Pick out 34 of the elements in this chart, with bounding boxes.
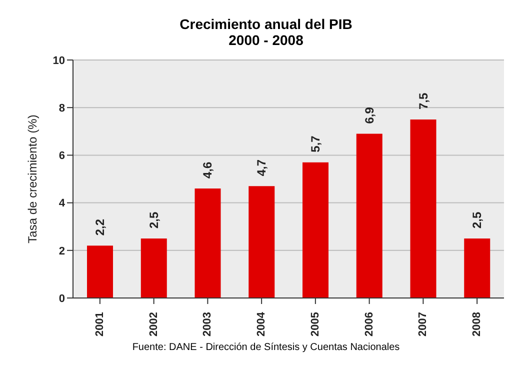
data-label: 2,5 (146, 211, 161, 228)
bar (140, 238, 167, 298)
x-tick-label: 2006 (363, 312, 376, 336)
y-axis-title: Tasa de crecimiento (%) (25, 114, 40, 244)
chart-subtitle: 2000 - 2008 (228, 32, 304, 48)
y-tick-label: 10 (52, 54, 65, 67)
x-tick-label: 2008 (471, 312, 484, 336)
y-tick-label: 8 (58, 102, 65, 115)
bar (410, 120, 436, 298)
x-tick-label: 2001 (94, 312, 106, 336)
chart-title: Crecimiento anual del PIB (178, 16, 354, 32)
source-note: Fuente: DANE - Dirección de Síntesis y Cuentas Nacionales (131, 342, 401, 353)
y-tick-label: 0 (58, 292, 65, 305)
x-tick-label: 2004 (256, 311, 268, 336)
bar (87, 246, 113, 298)
bar (356, 134, 382, 298)
bar (302, 162, 328, 298)
data-label: 2,2 (93, 218, 107, 236)
x-tick-label: 2002 (148, 312, 160, 336)
data-label: 6,9 (362, 106, 376, 124)
x-tick-label: 2007 (417, 312, 430, 336)
data-label: 4,7 (254, 159, 269, 176)
y-tick-label: 4 (58, 198, 66, 210)
x-tick-label: 2003 (202, 312, 214, 336)
bar (464, 238, 490, 298)
data-label: 7,5 (416, 92, 430, 110)
data-label: 4,6 (200, 162, 215, 179)
y-tick-label: 2 (58, 245, 65, 258)
data-label: 2,5 (470, 211, 484, 228)
bar (248, 186, 275, 298)
y-tick-label: 6 (58, 150, 65, 162)
data-label: 5,7 (308, 135, 322, 152)
x-tick-label: 2005 (309, 312, 322, 336)
bar (194, 188, 221, 298)
